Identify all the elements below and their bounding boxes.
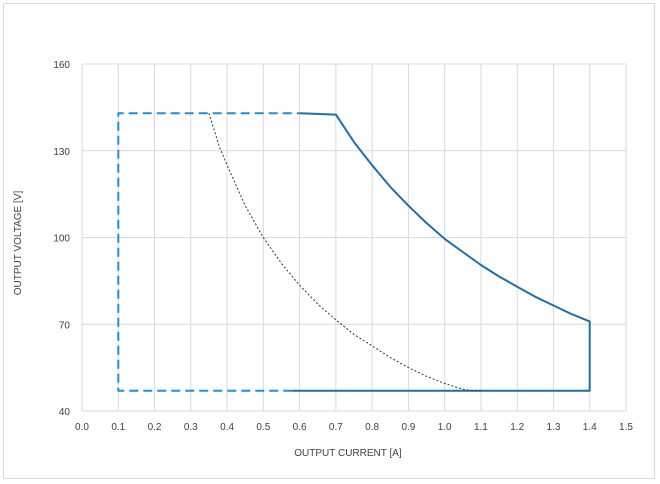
series-line-dotted — [209, 113, 481, 391]
y-tick-label: 100 — [53, 234, 70, 245]
x-tick-label: 0.8 — [365, 422, 379, 433]
y-tick-label: 130 — [53, 147, 70, 158]
y-tick-label: 40 — [59, 407, 71, 418]
y-tick-label: 70 — [59, 320, 71, 331]
x-tick-label: 0.6 — [293, 422, 307, 433]
x-tick-label: 0.3 — [184, 422, 198, 433]
x-tick-label: 0.5 — [256, 422, 270, 433]
x-tick-label: 1.3 — [547, 422, 561, 433]
x-tick-label: 1.2 — [510, 422, 524, 433]
y-axis-title: OUTPUT VOLTAGE [V] — [13, 191, 24, 296]
x-tick-label: 1.0 — [438, 422, 452, 433]
grid — [82, 64, 626, 411]
x-tick-label: 0.0 — [75, 422, 89, 433]
x-tick-label: 0.2 — [148, 422, 162, 433]
x-tick-label: 0.4 — [220, 422, 234, 433]
series-line-solid — [292, 113, 589, 391]
y-tick-label: 160 — [53, 60, 70, 71]
series-group — [118, 113, 589, 391]
x-tick-label: 0.7 — [329, 422, 343, 433]
x-tick-label: 1.5 — [619, 422, 633, 433]
y-tick-labels: 40 70 100 130 160 — [53, 60, 70, 418]
x-tick-label: 0.9 — [401, 422, 415, 433]
x-tick-labels: 0.0 0.1 0.2 0.3 0.4 0.5 0.6 0.7 0.8 0.9 1.0 1.1 1.2 1… — [75, 422, 633, 433]
x-tick-label: 0.1 — [111, 422, 125, 433]
series-line-dashed — [118, 113, 299, 391]
x-tick-label: 1.1 — [474, 422, 488, 433]
x-tick-label: 1.4 — [583, 422, 597, 433]
x-axis-title: OUTPUT CURRENT [A] — [294, 448, 402, 459]
